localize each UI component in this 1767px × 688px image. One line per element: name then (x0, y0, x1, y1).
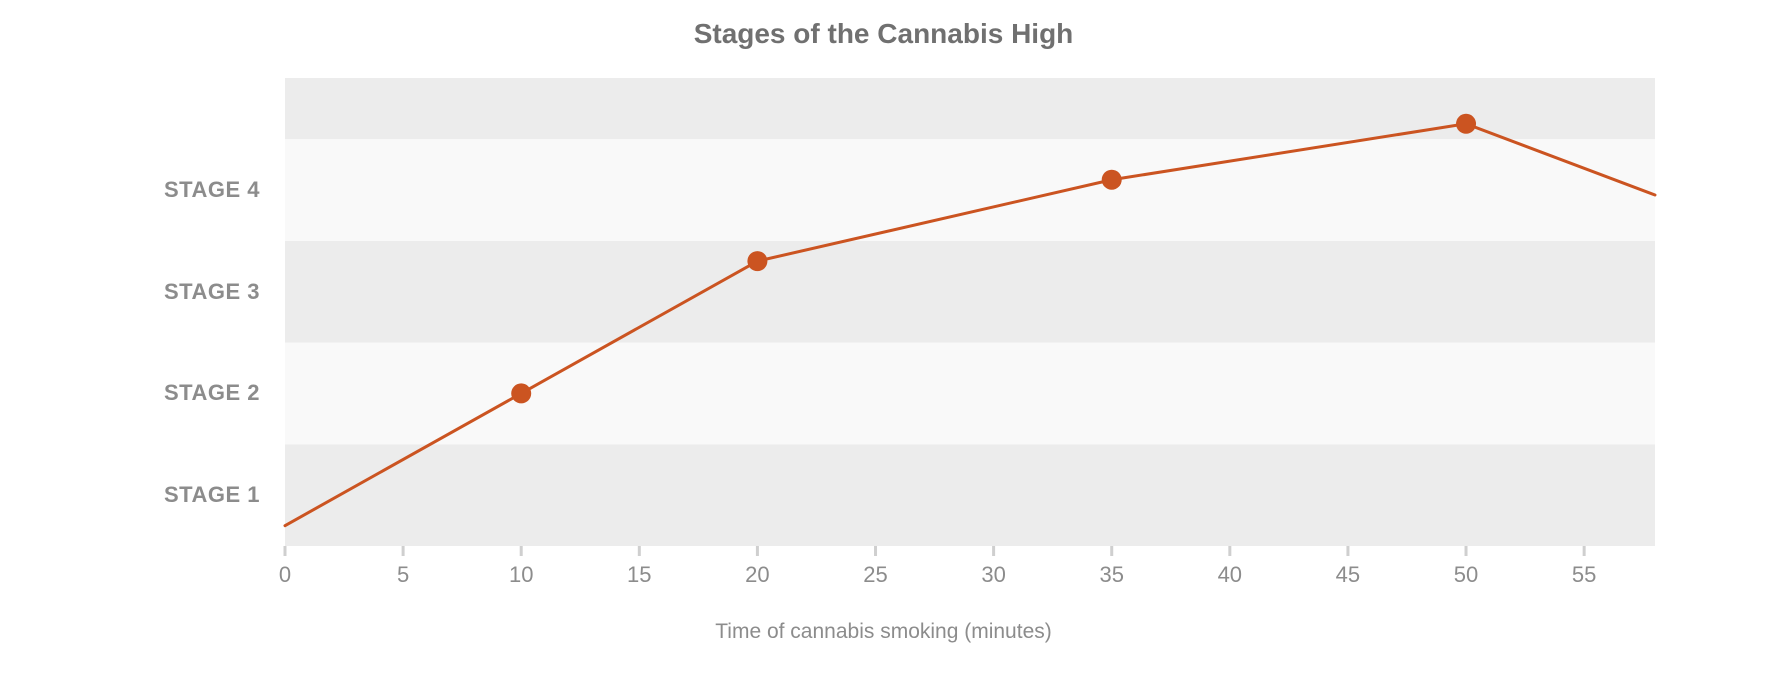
x-axis-label: 10 (509, 562, 533, 588)
y-axis-label: STAGE 4 (0, 177, 260, 203)
x-axis-label: 35 (1099, 562, 1123, 588)
chart-container: Stages of the Cannabis High STAGE 1STAGE… (0, 0, 1767, 688)
x-axis-label: 45 (1336, 562, 1360, 588)
x-axis-label: 5 (397, 562, 409, 588)
y-axis-label: STAGE 3 (0, 279, 260, 305)
x-axis-title: Time of cannabis smoking (minutes) (0, 620, 1767, 644)
x-axis-label: 55 (1572, 562, 1596, 588)
x-axis-label: 30 (981, 562, 1005, 588)
x-axis-label: 50 (1454, 562, 1478, 588)
y-axis-label: STAGE 2 (0, 380, 260, 406)
x-axis-label: 25 (863, 562, 887, 588)
y-axis-label: STAGE 1 (0, 482, 260, 508)
x-axis-label: 40 (1218, 562, 1242, 588)
x-axis-label: 20 (745, 562, 769, 588)
x-axis-label: 0 (279, 562, 291, 588)
x-axis-label: 15 (627, 562, 651, 588)
